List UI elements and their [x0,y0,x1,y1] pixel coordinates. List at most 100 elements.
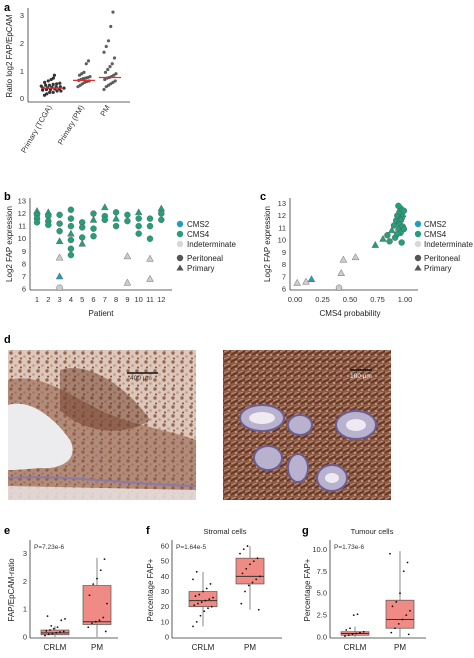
plot-e-point [92,583,95,586]
panel-e-axes [29,540,118,639]
panel-a-point [84,62,88,66]
plot-f-ytick: 50 [161,557,169,566]
plot-f-point [192,578,194,581]
panel-b-point [56,284,63,291]
plot-f-point [202,590,204,593]
plot-f-point [259,575,261,578]
panel-g-xtick-1: PM [394,643,406,652]
panel-c-point [400,225,408,233]
plot-g-point [405,614,408,616]
panel-c-point [388,226,396,234]
panel-f-ylabel: Percentage FAP+ [146,558,155,621]
panel-b-point [123,252,132,260]
plot-e-point [55,631,58,634]
panel-b-point [55,253,64,261]
plot-g-point [394,627,396,630]
panel-b-point [135,230,142,237]
plot-f-point [199,614,202,617]
panel-f-yticks: 0 10 20 30 40 50 60 [161,542,169,642]
panel-c-point [399,210,407,218]
panel-a-point [52,73,57,77]
plot-e-ytick: 0 [23,633,27,642]
panel-b-point [112,209,120,216]
panel-b-legend: CMS2 CMS4 Indeterminate Peritoneal Prima… [176,220,236,273]
panel-a-point [106,67,110,72]
panel-b-point [45,221,52,229]
panel-a-point [58,81,62,85]
plot-f-ytick: 0 [165,633,169,642]
panel-a-point [45,92,49,96]
panel-b-point [135,215,142,222]
panel-a-ytick-3: 3 [20,11,24,20]
panel-b-xtick: 10 [135,295,143,304]
plot-f-ytick: 40 [161,572,169,581]
panel-b-label: b [4,191,11,203]
panel-b-xtick: 4 [69,295,73,304]
panel-e-plot [40,557,112,637]
legend-c-cms4-swatch [414,230,422,238]
legend-c-indeterminate-swatch [414,240,422,248]
panel-b-point [101,216,109,224]
panel-a-point [111,10,115,14]
legend-primary-swatch [176,264,184,271]
plot-g-point [407,633,410,636]
panel-a-point [54,85,58,89]
panel-b-ytick: 8 [22,259,26,268]
panel-a-point [51,76,56,80]
panel-b-ytick: 13 [18,197,26,206]
plot-e-point [87,626,90,629]
panel-c-point [307,275,316,283]
panel-b-xtick: 11 [146,295,154,304]
panel-b-axes [29,198,172,291]
plot-f-point [209,583,212,585]
panel-c-legend: CMS2 CMS4 Indeterminate Peritoneal Prima… [414,220,473,273]
panel-b-ytick: 10 [18,234,26,243]
panel-a-point [86,59,91,63]
panel-c-ytick: 8 [282,260,286,269]
plot-f-point [256,557,259,560]
panel-b-xtick: 8 [114,295,118,304]
panel-b-point [33,219,41,226]
panel-c-point [302,277,310,285]
plot-e-point [60,619,63,622]
plot-e-point [44,634,46,637]
plot-f-point [193,604,196,607]
panel-a-point [43,80,47,84]
panel-a-point [82,70,86,74]
panel-c-point [339,255,348,263]
panel-c-xtick: 0.00 [288,295,303,304]
plot-f-point [242,548,245,550]
panel-b-ytick: 6 [22,285,26,294]
legend-c-indeterminate: Indeterminate [424,240,473,249]
panel-c-ytick: 11 [278,223,286,232]
legend-c-cms2: CMS2 [424,220,447,229]
panel-c-ytick: 10 [278,236,286,245]
plot-e-point [47,633,50,636]
panel-a-point [49,87,53,92]
panel-g-plot [340,551,415,638]
panel-b-point [67,251,75,259]
panel-b-xtick: 2 [46,295,50,304]
panel-a-point [114,72,118,76]
panel-c-point [337,269,345,276]
plot-f-point [247,584,250,587]
panel-b-ytick: 11 [18,222,26,231]
plot-g-ytick: 10.0 [312,545,327,554]
panel-b-point [135,222,142,230]
plot-f-point [204,599,207,602]
panel-a-point [109,24,113,29]
panel-c-plot [293,202,408,291]
panel-f-xtick-0: CRLM [192,643,215,652]
panel-a-point [102,87,106,92]
micrograph-right [223,350,391,500]
plot-g-point [352,614,355,616]
plot-f-point [210,605,213,608]
panel-b-point [56,211,63,219]
panel-b-point [112,214,120,222]
panel-a-point [51,90,55,94]
panel-a-ylabel: Ratio log2 FAP/EpCAM [5,14,14,97]
panel-c-point [351,253,360,261]
plot-e-ytick: 1 [23,605,27,614]
panel-f-plot [188,545,265,628]
panel-c-xtick: 1.00 [398,295,413,304]
